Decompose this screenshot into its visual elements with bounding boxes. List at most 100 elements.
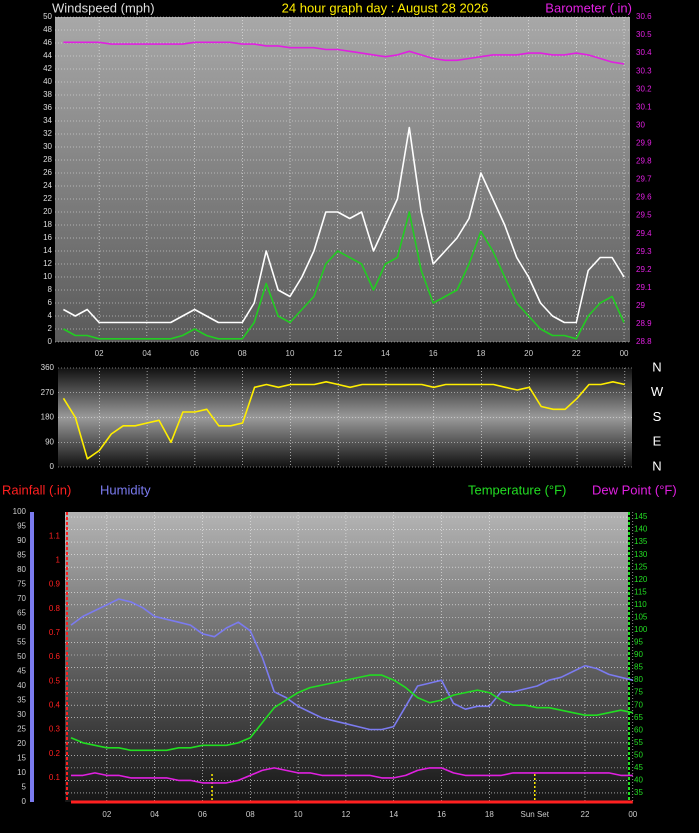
- y2-tick-label: 45: [634, 763, 643, 772]
- chart-title: 24 hour graph day : August 28 2026: [282, 0, 489, 15]
- x-tick-label: 12: [333, 349, 342, 358]
- y-tick-label: 0: [22, 797, 27, 806]
- dewpoint-label: Dew Point (°F): [592, 482, 677, 497]
- y-tick-label: 36: [43, 103, 52, 112]
- wind-axis-label: Windspeed (mph): [52, 0, 155, 15]
- y-tick-label: 8: [48, 285, 53, 294]
- x-tick-label: 14: [381, 349, 390, 358]
- y2-tick-label: 135: [634, 537, 648, 546]
- x-tick-label: 18: [485, 810, 494, 819]
- y-tick-label: 40: [17, 681, 26, 690]
- y-tick-label: 48: [43, 25, 52, 34]
- y-tick-label: 46: [43, 38, 52, 47]
- y-tick-label: 90: [45, 437, 54, 446]
- y2-tick-label: 29.5: [636, 211, 652, 220]
- y2-tick-label: 110: [634, 600, 647, 609]
- x-tick-label: 00: [628, 810, 637, 819]
- y-tick-label: 20: [17, 739, 26, 748]
- x-tick-label: 04: [142, 349, 151, 358]
- y2-tick-label: 30: [636, 120, 645, 129]
- humidity-axis-bar: [30, 512, 34, 802]
- y-tick-label: 45: [17, 667, 26, 676]
- x-tick-label: 14: [389, 810, 398, 819]
- y2-tick-label: 50: [634, 750, 643, 759]
- y-tick-label: 34: [43, 116, 52, 125]
- y-tick-label: 4: [48, 311, 53, 320]
- x-tick-label: 18: [476, 349, 485, 358]
- x-tick-label: 16: [437, 810, 446, 819]
- y-tick-label: 24: [43, 181, 52, 190]
- x-tick-label: 10: [286, 349, 295, 358]
- y2-tick-label: 28.9: [636, 319, 652, 328]
- y2-tick-label: 35: [634, 788, 643, 797]
- y-tick-label: 30: [17, 710, 26, 719]
- y2-tick-label: 120: [634, 575, 648, 584]
- series-line: [62, 381, 625, 460]
- x-tick-label: 02: [102, 810, 111, 819]
- y3-tick-label: 0.8: [49, 604, 61, 613]
- compass-label: N: [652, 359, 661, 374]
- x-tick-label: 08: [246, 810, 255, 819]
- y-tick-label: 95: [17, 522, 26, 531]
- y-tick-label: 55: [17, 638, 26, 647]
- x-tick-label: 06: [190, 349, 199, 358]
- y2-tick-label: 60: [634, 725, 643, 734]
- y2-tick-label: 115: [634, 587, 647, 596]
- y-tick-label: 2: [48, 324, 53, 333]
- x-tick-label: 04: [150, 810, 159, 819]
- y2-tick-label: 105: [634, 612, 648, 621]
- rain-label: Rainfall (.in): [2, 482, 71, 497]
- y-tick-label: 12: [43, 259, 52, 268]
- y3-tick-label: 1: [56, 555, 61, 564]
- x-tick-label: 08: [238, 349, 247, 358]
- y-tick-label: 65: [17, 609, 26, 618]
- y2-tick-label: 100: [634, 625, 648, 634]
- y-tick-label: 30: [43, 142, 52, 151]
- y-tick-label: 270: [41, 388, 55, 397]
- series-line: [70, 674, 633, 752]
- direction-plot-area: [58, 368, 632, 467]
- x-tick-label: 20: [524, 349, 533, 358]
- compass-label: S: [653, 409, 662, 424]
- climate-plot-area: [65, 512, 628, 802]
- humidity-label: Humidity: [100, 482, 151, 497]
- x-tick-label: 22: [581, 810, 590, 819]
- y3-tick-label: 0.4: [49, 700, 61, 709]
- x-tick-label: 00: [620, 349, 629, 358]
- y-tick-label: 0: [50, 462, 55, 471]
- y-tick-label: 40: [43, 77, 52, 86]
- y-tick-label: 6: [48, 298, 53, 307]
- y2-tick-label: 29.9: [636, 138, 652, 147]
- compass-label: N: [652, 458, 661, 473]
- y2-tick-label: 30.3: [636, 66, 652, 75]
- y2-tick-label: 140: [634, 525, 648, 534]
- wind-plot-area: [55, 17, 630, 342]
- y2-tick-label: 28.8: [636, 337, 652, 346]
- temperature-label: Temperature (°F): [468, 482, 566, 497]
- y-tick-label: 20: [43, 207, 52, 216]
- y2-tick-label: 80: [634, 675, 643, 684]
- y2-tick-label: 95: [634, 638, 643, 647]
- y2-tick-label: 29.1: [636, 283, 652, 292]
- compass-label: E: [653, 434, 662, 449]
- y3-tick-label: 0.7: [49, 628, 61, 637]
- y2-tick-label: 30.6: [636, 12, 652, 21]
- y-tick-label: 5: [22, 783, 27, 792]
- series-line: [63, 126, 625, 324]
- y3-tick-label: 0.1: [49, 773, 61, 782]
- y3-tick-label: 1.1: [49, 531, 61, 540]
- y2-tick-label: 29.3: [636, 247, 652, 256]
- y2-tick-label: 30.4: [636, 48, 652, 57]
- y-tick-label: 10: [43, 272, 52, 281]
- y-tick-label: 0: [48, 337, 53, 346]
- x-tick-label: 02: [95, 349, 104, 358]
- y-tick-label: 85: [17, 551, 26, 560]
- y-tick-label: 35: [17, 696, 26, 705]
- y2-tick-label: 29.4: [636, 229, 652, 238]
- series-line: [71, 767, 633, 784]
- y2-tick-label: 30.2: [636, 84, 652, 93]
- y2-tick-label: 29.8: [636, 157, 652, 166]
- y-tick-label: 100: [13, 507, 27, 516]
- x-tick-label: 10: [294, 810, 303, 819]
